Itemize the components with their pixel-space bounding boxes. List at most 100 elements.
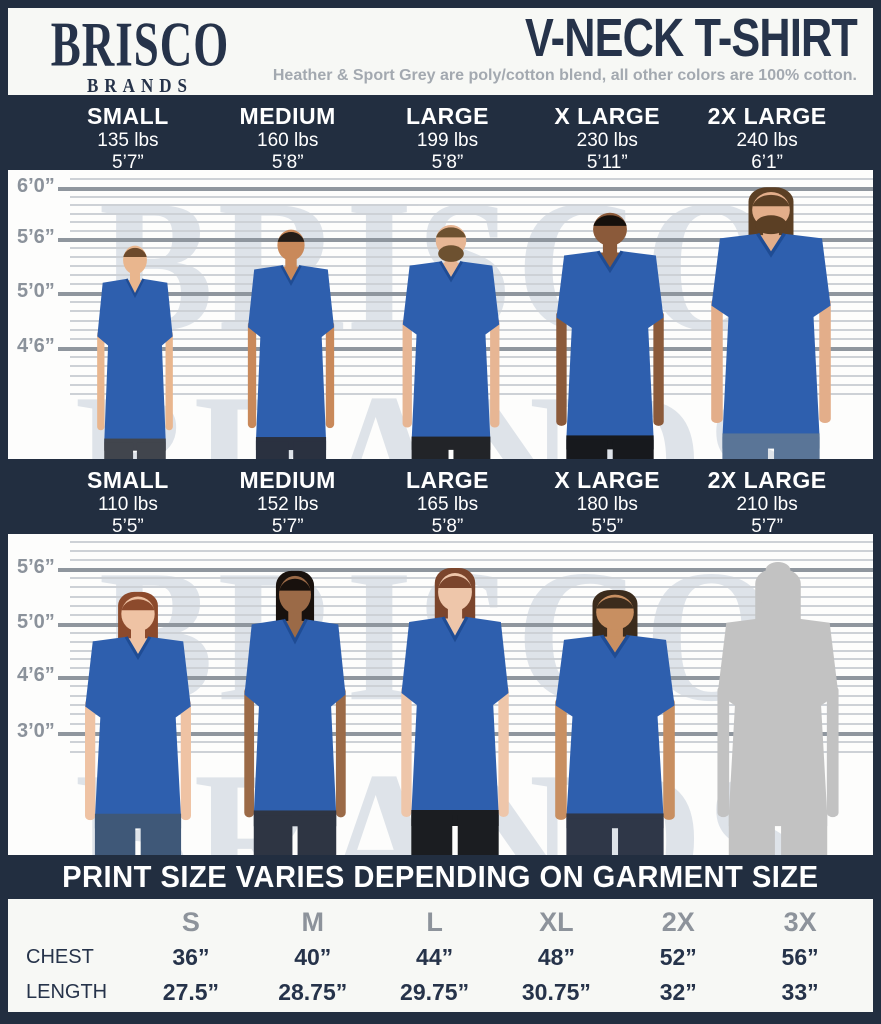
size-table: S M L XL 2X 3X CHEST 36” 40” 44” 48” 52” 56” LENGTH 27… [8,899,873,1010]
men-model-large [387,210,515,459]
table-value: 33” [781,979,819,1005]
size-height: 5’5” [591,515,624,537]
men-size-large: LARGE 199 lbs 5’8” [368,103,528,173]
ruler-label: 4’6” [17,335,55,357]
size-weight: 180 lbs [576,493,638,515]
size-weight: 240 lbs [736,129,798,151]
size-name: SMALL [87,467,169,493]
logo-brisco-text: BRISCO [50,8,230,80]
size-weight: 135 lbs [97,129,159,151]
table-col-header-xl: XL [539,907,574,937]
ruler-major-line [58,187,873,191]
ruler-minor-line [70,213,873,215]
title-block: V-NECK T-SHIRT Heather & Sport Grey are … [272,8,858,85]
table-col-header-s: S [181,907,200,937]
ruler-label: 5’6” [17,226,55,248]
ruler-label: 3’0” [17,720,55,742]
ruler-minor-line [70,247,873,249]
table-value: 29.75” [400,979,470,1005]
size-height: 5’8” [431,515,464,537]
table-value: 30.75” [521,979,591,1005]
size-weight: 110 lbs [97,493,158,515]
ruler-minor-line [70,559,873,561]
women-model-medium [228,558,362,855]
size-height: 5’7” [271,515,304,537]
ruler-minor-line [70,221,873,223]
table-corner-cell [26,905,130,940]
table-value: 48” [537,944,575,970]
women-size-small: SMALL 110 lbs 5’5” [48,467,208,537]
table-value: 44” [416,944,454,970]
size-weight: 160 lbs [257,129,319,151]
men-model-2x-large [692,175,850,459]
ruler-minor-line [70,230,873,232]
table-value: 52” [659,944,697,970]
size-weight: 230 lbs [576,129,638,151]
table-col-header-l: L [426,907,443,937]
men-model-small [85,232,185,459]
ruler-label: 5’0” [17,280,55,302]
size-weight: 165 lbs [416,493,479,515]
size-weight: 210 lbs [736,493,798,515]
size-height: 5’11” [586,151,628,173]
men-size-medium: MEDIUM 160 lbs 5’8” [208,103,368,173]
table-col-header-3x: 3X [783,907,817,937]
size-height: 5’7” [112,151,144,173]
women-model-x-large [536,578,694,855]
table-value: 27.5” [162,979,220,1005]
size-name: LARGE [405,467,489,493]
table-col-header-m: M [301,907,324,937]
ruler-minor-line [70,550,873,552]
size-weight: 152 lbs [257,493,319,515]
size-height: 5’8” [431,151,464,173]
size-name: X LARGE [554,467,661,493]
men-model-medium [234,215,348,459]
ruler-label: 5’0” [17,611,55,633]
table-col-header-2x: 2X [661,907,695,937]
men-size-band: SMALL 135 lbs 5’7” MEDIUM 160 lbs 5’8” LARGE 19… [0,95,881,173]
men-model-x-large [539,197,681,459]
table-value: 36” [172,944,210,970]
table-value: 28.75” [278,979,348,1005]
women-size-large: LARGE 165 lbs 5’8” [368,467,528,537]
size-height: 5’8” [271,151,304,173]
table-row-label-chest: CHEST [26,946,94,968]
header: BRISCO BRANDS V-NECK T-SHIRT Heather & S… [8,8,873,96]
size-height: 5’5” [112,515,144,537]
men-size-small: SMALL 135 lbs 5’7” [48,103,208,173]
size-name: MEDIUM [239,103,336,129]
size-name: 2X LARGE [707,103,827,129]
men-size-x-large: X LARGE 230 lbs 5’11” [527,103,687,173]
women-photo-section: BRISCO BRANDS 5’6”5’0”4’6”3’0” [8,534,873,855]
size-name: MEDIUM [239,467,336,493]
ruler-minor-line [70,541,873,543]
men-size-2x-large: 2X LARGE 240 lbs 6’1” [687,103,847,173]
table-row-label-length: LENGTH [26,981,108,1003]
women-model-small [68,580,208,855]
ruler-label: 6’0” [17,175,55,197]
ruler-label: 4’6” [17,664,55,686]
size-height: 5’7” [751,515,783,537]
logo-brands-text: BRANDS [87,74,193,97]
size-table-panel: S M L XL 2X 3X CHEST 36” 40” 44” 48” 52” 56” LENGTH 27… [8,899,873,1012]
ruler-label: 5’6” [17,556,55,578]
fabric-subtitle: Heather & Sport Grey are poly/cotton ble… [272,67,857,84]
men-photo-section: BRISCO BRANDS 6’0”5’6”5’0”4’6” [8,170,873,459]
size-name: X LARGE [554,103,661,129]
size-name: 2X LARGE [707,467,827,493]
women-size-medium: MEDIUM 152 lbs 5’7” [208,467,368,537]
brisco-brands-logo: BRISCO BRANDS [20,10,260,96]
table-value: 40” [294,944,332,970]
ruler-minor-line [70,196,873,198]
women-size-2x-large: 2X LARGE 210 lbs 5’7” [687,467,847,537]
women-size-band: SMALL 110 lbs 5’5” MEDIUM 152 lbs 5’7” LARGE 16… [0,459,881,537]
women-model-large [384,555,526,855]
size-height: 6’1” [751,151,783,173]
ruler-minor-line [70,204,873,206]
size-name: SMALL [87,103,169,129]
table-value: 32” [659,979,697,1005]
page-title: V-NECK T-SHIRT [524,8,858,68]
ruler-minor-line [70,178,873,180]
ruler-minor-line [70,256,873,258]
